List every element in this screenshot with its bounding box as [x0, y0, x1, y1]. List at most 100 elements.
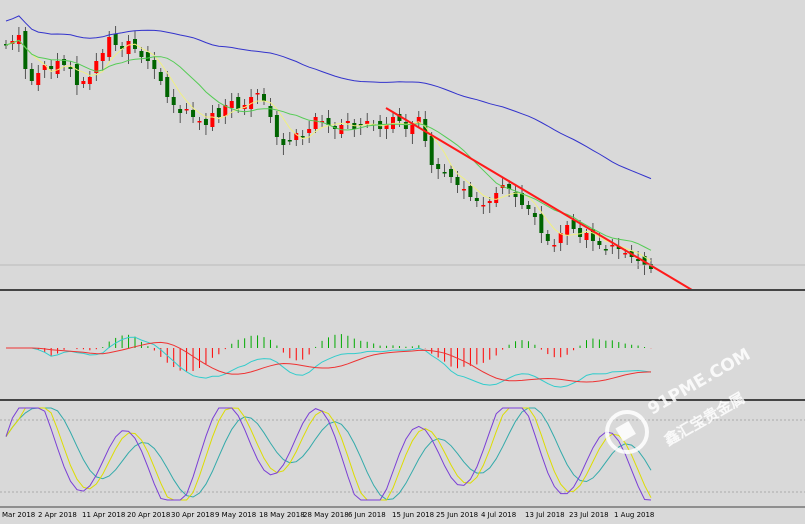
x-tick-label: 25 Jun 2018 — [436, 511, 478, 519]
candle-down — [358, 124, 363, 126]
candle-up — [197, 121, 202, 123]
candle-down — [326, 118, 331, 125]
candle-down — [597, 241, 602, 245]
x-tick-label: 28 May 2018 — [303, 511, 349, 519]
candle-down — [191, 110, 196, 117]
x-axis-ticks: Mar 2018 2 Apr 2018 11 Apr 2018 20 Apr 2018… — [2, 511, 654, 519]
candle-down — [171, 97, 176, 105]
candle-up — [94, 61, 99, 73]
candle-down — [113, 34, 118, 45]
macd-signal-line — [6, 341, 652, 383]
candle-up — [313, 117, 318, 129]
x-tick-label: 6 Jun 2018 — [348, 511, 386, 519]
candle-down — [29, 69, 34, 81]
candle-up — [416, 117, 421, 123]
candle-up — [210, 113, 215, 127]
candle-down — [520, 193, 524, 205]
candle-down — [571, 220, 576, 229]
candle-up — [100, 53, 105, 61]
candle-down — [429, 136, 434, 165]
candle-down — [578, 228, 583, 237]
candle-down — [281, 139, 286, 145]
price-panel — [4, 15, 693, 291]
stoch-d-line — [5, 407, 652, 501]
candle-up — [552, 245, 557, 247]
candle-up — [623, 253, 628, 255]
candle-down — [145, 52, 150, 61]
candle-down — [139, 51, 144, 57]
candle-up — [487, 201, 492, 203]
candle-down — [474, 198, 479, 201]
candle-up — [565, 225, 570, 235]
stochastic-panel — [0, 407, 805, 501]
candle-up — [55, 61, 60, 74]
candle-down — [216, 108, 221, 117]
candle-up — [481, 205, 486, 207]
candle-up — [223, 105, 228, 116]
candle-down — [590, 229, 595, 241]
candle-down — [507, 184, 512, 189]
candle-up — [81, 81, 86, 84]
candle-up — [461, 189, 466, 191]
ma-slow-line — [5, 15, 652, 180]
candle-down — [165, 77, 170, 97]
candle-up — [410, 125, 415, 134]
candle-down — [436, 164, 441, 169]
candle-up — [184, 109, 189, 111]
candle-down — [178, 109, 183, 113]
candle-down — [120, 46, 125, 49]
trendline — [385, 107, 693, 291]
watermark-logo-square — [615, 420, 636, 442]
x-tick-label: 13 Jul 2018 — [525, 511, 565, 519]
candle-down — [636, 259, 641, 261]
candle-down — [526, 205, 531, 209]
candle-down — [513, 192, 518, 197]
x-tick-label: 15 Jun 2018 — [392, 511, 434, 519]
macd-panel — [6, 334, 652, 388]
candle-down — [287, 140, 292, 142]
candle-down — [236, 97, 241, 109]
candle-down — [74, 64, 79, 85]
candle-up — [307, 129, 312, 133]
candle-up — [365, 121, 370, 124]
candle-up — [384, 125, 389, 129]
candle-down — [397, 114, 402, 121]
candle-up — [126, 41, 131, 54]
x-tick-label: 20 Apr 2018 — [127, 511, 170, 519]
candle-up — [320, 121, 325, 123]
candle-down — [455, 177, 460, 185]
candle-down — [203, 119, 208, 125]
candle-down — [403, 122, 408, 129]
ma-fast-line — [5, 39, 652, 262]
candle-up — [584, 233, 589, 240]
candle-down — [642, 256, 647, 265]
candle-up — [107, 37, 112, 57]
candle-down — [468, 186, 473, 197]
candle-down — [545, 234, 550, 241]
candle-down — [532, 213, 537, 217]
candle-up — [229, 101, 234, 108]
candle-up — [16, 35, 21, 44]
ma-mid-line — [5, 39, 652, 251]
candle-down — [449, 169, 454, 177]
candle-up — [494, 193, 499, 203]
candle-down — [300, 136, 305, 138]
candle-down — [262, 94, 266, 101]
x-tick-label: 4 Jul 2018 — [481, 511, 516, 519]
x-tick-label: 9 May 2018 — [215, 511, 256, 519]
candle-down — [152, 60, 157, 69]
x-tick-label: 11 Apr 2018 — [82, 511, 125, 519]
x-tick-label: 1 Aug 2018 — [614, 511, 654, 519]
candle-down — [442, 172, 447, 174]
candle-down — [49, 66, 54, 69]
watermark-logo-icon — [605, 410, 649, 454]
x-tick-label: 23 Jul 2018 — [569, 511, 609, 519]
stoch-slow-line — [5, 407, 652, 501]
candle-up — [558, 233, 563, 243]
candle-down — [274, 115, 279, 137]
candle-down — [62, 59, 67, 65]
candle-down — [603, 249, 608, 251]
